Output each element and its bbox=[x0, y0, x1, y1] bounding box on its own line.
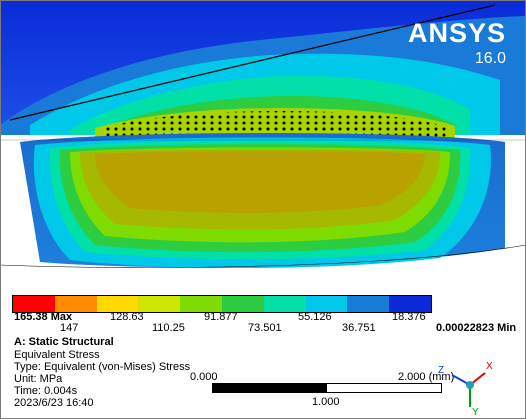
legend-tick: 36.751 bbox=[342, 322, 376, 334]
legend-band bbox=[96, 296, 139, 312]
legend-band bbox=[138, 296, 181, 312]
result-type: Type: Equivalent (von-Mises) Stress bbox=[14, 361, 191, 373]
legend-tick: 91.877 bbox=[204, 311, 238, 323]
scale-bar-white bbox=[327, 384, 441, 392]
legend-max-label: 165.38 Max bbox=[14, 311, 73, 323]
legend-tick: 55.126 bbox=[298, 311, 332, 323]
scale-right-label: 2.000 (mm) bbox=[398, 371, 455, 383]
analysis-title: A: Static Structural bbox=[14, 336, 114, 348]
triad-z-label: Z bbox=[438, 365, 444, 376]
legend-band bbox=[305, 296, 348, 312]
scale-middle-label: 1.000 bbox=[312, 396, 340, 408]
brand-name: ANSYS bbox=[407, 18, 506, 48]
result-unit: Unit: MPa bbox=[14, 373, 63, 385]
legend-band bbox=[347, 296, 390, 312]
legend-tick: 18.376 bbox=[392, 311, 426, 323]
stress-legend[interactable] bbox=[12, 295, 432, 313]
scale-bar-black bbox=[213, 384, 327, 392]
legend-tick: 128.63 bbox=[110, 311, 144, 323]
coordinate-triad[interactable]: X Y Z bbox=[430, 355, 510, 415]
legend-min-label: 0.00022823 Min bbox=[436, 322, 517, 334]
triad-y-label: Y bbox=[472, 407, 479, 415]
result-name: Equivalent Stress bbox=[14, 349, 100, 361]
contour-band bbox=[95, 151, 425, 213]
scale-left-label: 0.000 bbox=[190, 371, 218, 383]
legend-band bbox=[13, 296, 55, 312]
result-date: 2023/6/23 16:40 bbox=[14, 397, 94, 409]
legend-band bbox=[221, 296, 264, 312]
legend-band bbox=[263, 296, 306, 312]
legend-band bbox=[54, 296, 97, 312]
legend-tick: 110.25 bbox=[152, 322, 185, 334]
ansys-logo: ANSYS 16.0 bbox=[408, 20, 506, 67]
edge-line bbox=[9, 4, 496, 121]
legend-tick: 147 bbox=[60, 322, 79, 334]
scale-bar bbox=[212, 383, 442, 393]
legend-band bbox=[389, 296, 431, 312]
triad-x-label: X bbox=[486, 361, 493, 372]
legend-tick: 73.501 bbox=[248, 322, 282, 334]
result-time: Time: 0.004s bbox=[14, 385, 78, 397]
triad-origin-icon bbox=[466, 381, 474, 389]
brand-version: 16.0 bbox=[474, 50, 506, 67]
edge-line bbox=[0, 244, 526, 268]
legend-band bbox=[180, 296, 222, 312]
